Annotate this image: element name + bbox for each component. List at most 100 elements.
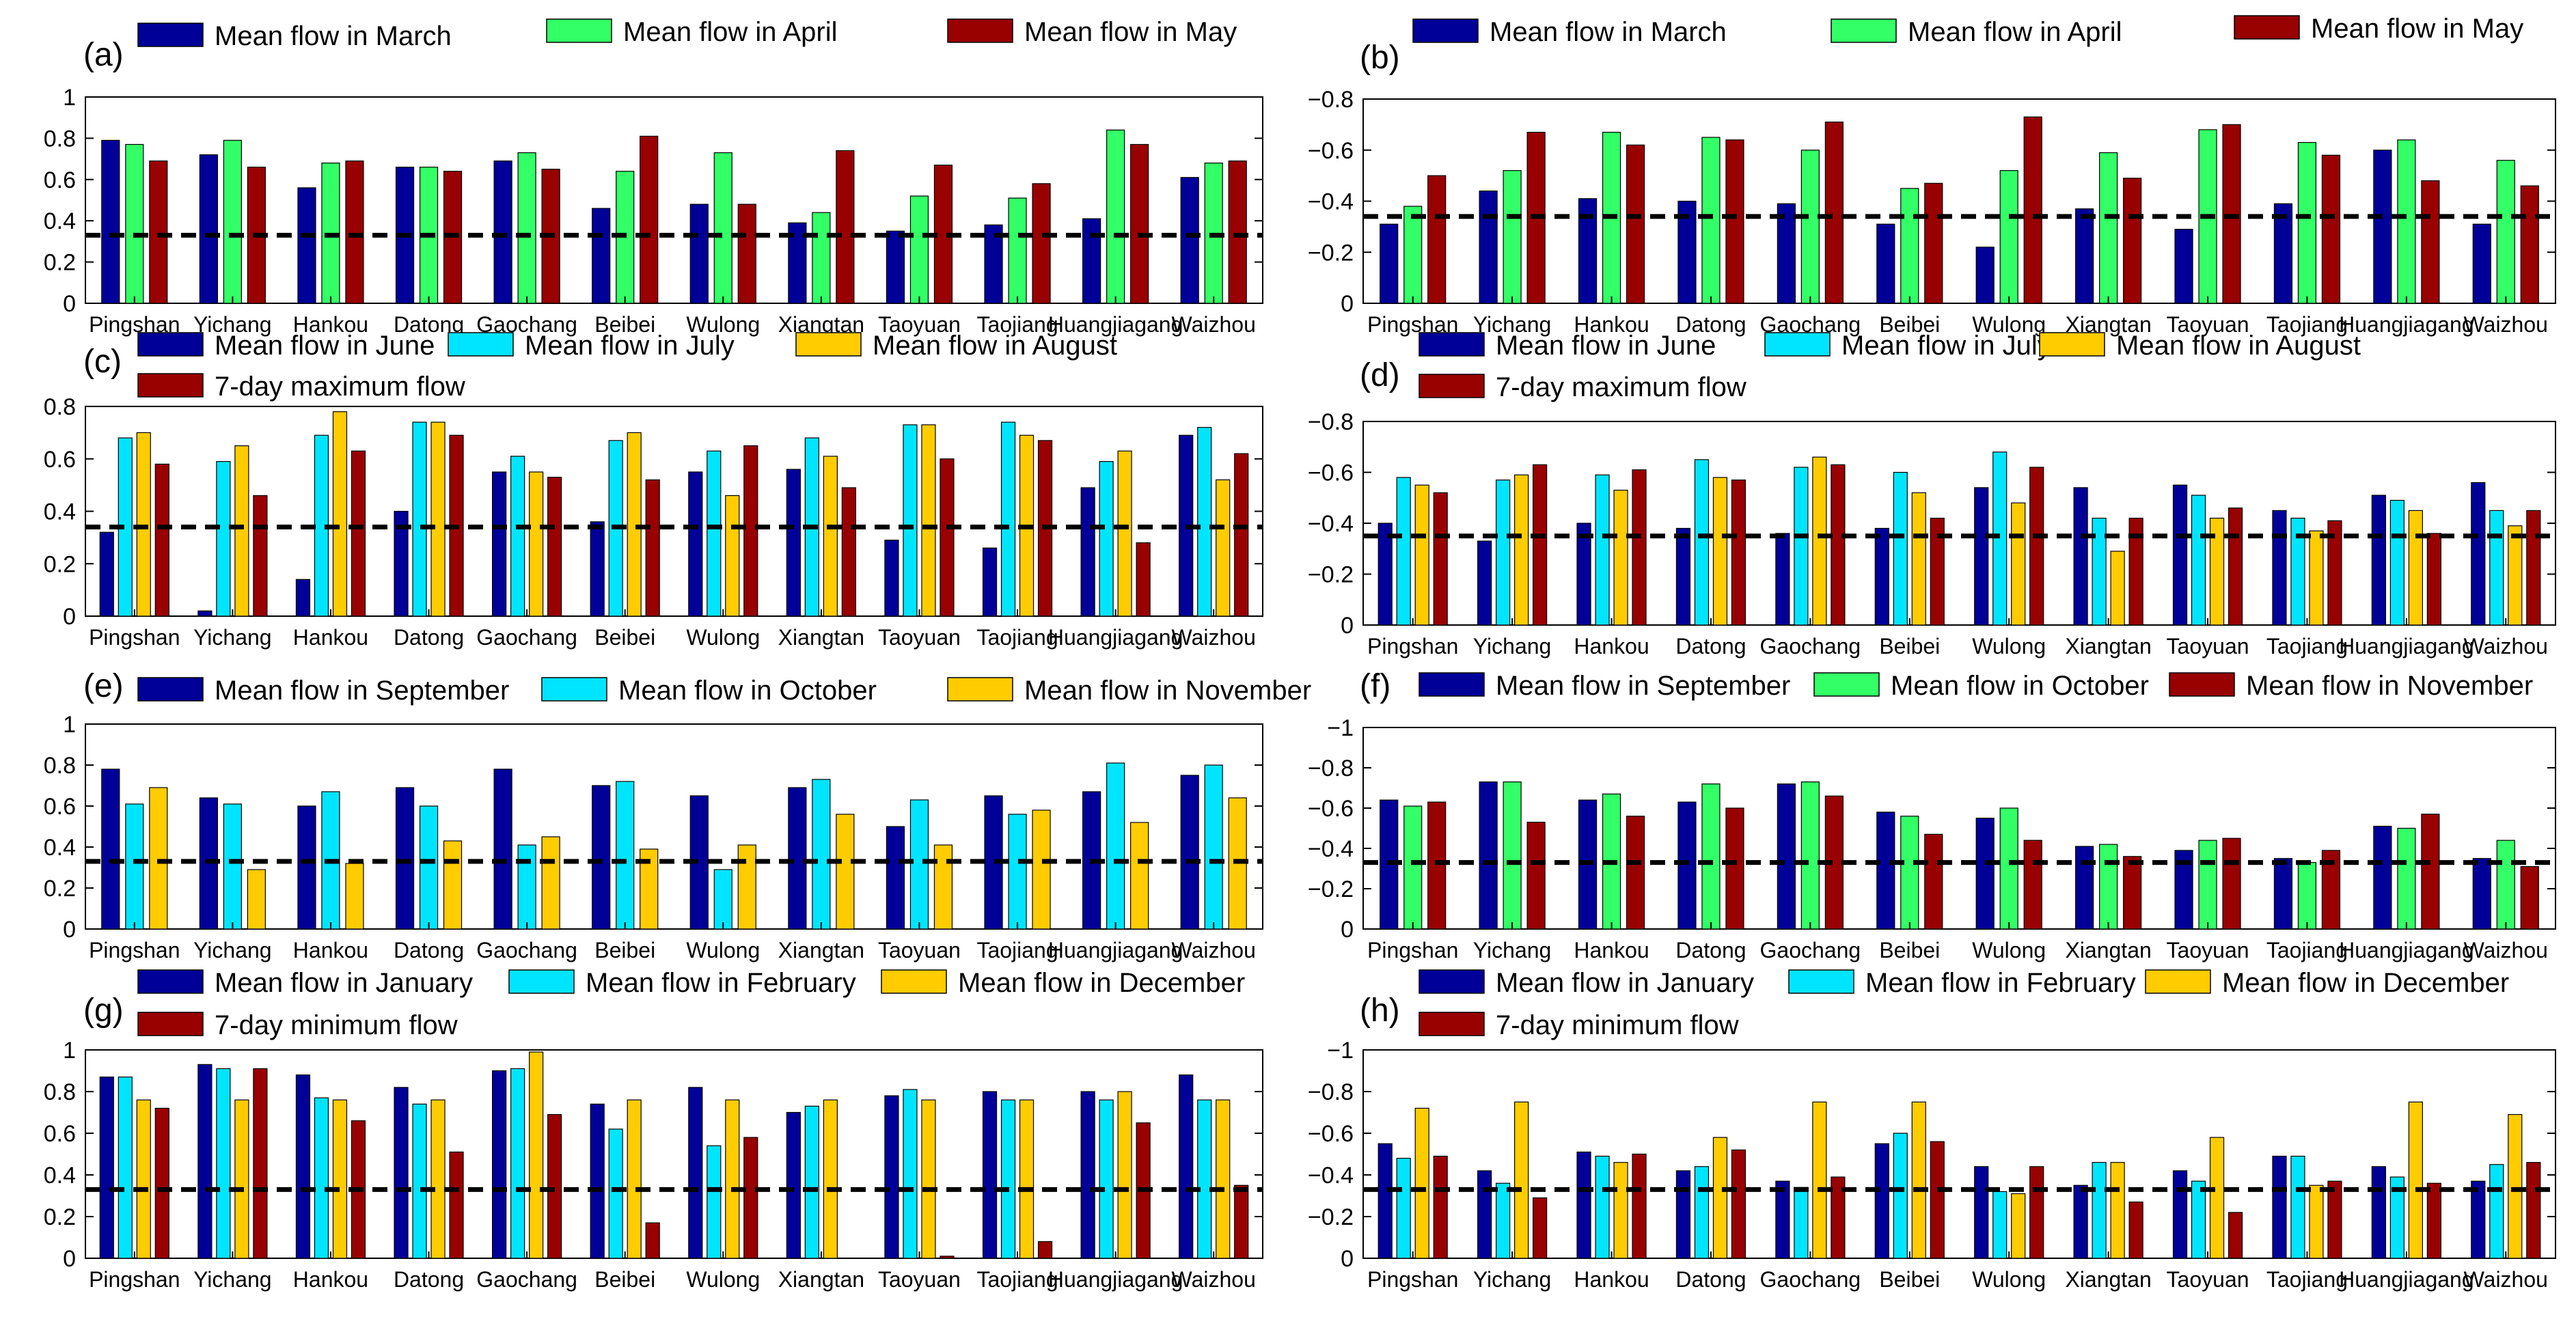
bar-7-day-maximum-flow-waizhou	[1234, 453, 1249, 617]
y-tick-label: 0	[63, 917, 76, 943]
legend-label-0: Mean flow in June	[215, 331, 435, 361]
bar-mean-flow-in-may-hankou	[345, 161, 364, 304]
bar-mean-flow-in-january-pingshan	[1378, 1143, 1393, 1259]
bar-7-day-maximum-flow-beibei	[645, 479, 660, 617]
y-tick-label: −1	[1327, 715, 1354, 741]
x-tick-label-pingshan: Pingshan	[1367, 938, 1458, 962]
bar-mean-flow-in-october-taoyuan	[2198, 840, 2217, 930]
bar-mean-flow-in-september-beibei	[1876, 812, 1895, 930]
legend-swatch-0	[137, 969, 204, 994]
bar-mean-flow-in-march-taojiang	[984, 224, 1003, 304]
x-tick-label-huangjiagang: Huangjiagang	[1048, 938, 1183, 962]
bar-mean-flow-in-march-gaochang	[1777, 203, 1796, 304]
bar-mean-flow-in-september-datong	[1677, 801, 1697, 930]
y-tick-label: 0.4	[44, 208, 76, 234]
x-tick-label-xiangtan: Xiangtan	[778, 625, 864, 650]
legend-swatch-3	[1419, 374, 1485, 398]
y-tick-label: 0.6	[44, 1121, 76, 1147]
bar-mean-flow-in-april-huangjiagang	[2397, 139, 2416, 304]
y-tick-label: 0.8	[44, 126, 76, 152]
x-tick-label-yichang: Yichang	[1473, 634, 1551, 658]
bar-mean-flow-in-may-taojiang	[1032, 183, 1051, 304]
panel-b: (b) Mean flow in March Mean flow in April M…	[1308, 14, 2556, 337]
bar-mean-flow-in-august-beibei	[1911, 492, 1926, 626]
y-tick-label: 0	[1341, 613, 1354, 639]
legend-swatch-0	[1419, 332, 1485, 357]
bar-7-day-maximum-flow-wulong	[2029, 467, 2044, 626]
bar-mean-flow-in-november-pingshan	[1427, 801, 1447, 930]
bar-mean-flow-in-september-datong	[395, 787, 415, 930]
bar-mean-flow-in-april-gaochang	[1800, 150, 1820, 304]
y-tick-label: 0.8	[44, 753, 76, 779]
x-tick-label-hankou: Hankou	[1574, 938, 1649, 962]
bar-mean-flow-in-july-xiangtan	[2092, 517, 2107, 626]
x-tick-label-taoyuan: Taoyuan	[2167, 312, 2249, 337]
x-tick-label-wulong: Wulong	[1972, 312, 2046, 337]
bar-mean-flow-in-march-yichang	[199, 154, 218, 304]
y-tick-label: 1	[63, 85, 76, 111]
legend-swatch-2	[947, 18, 1013, 43]
bar-mean-flow-in-january-xiangtan	[786, 1111, 801, 1259]
y-tick-label: 0.8	[44, 394, 76, 420]
y-tick-label: −0.4	[1308, 189, 1354, 215]
panel-label: (a)	[83, 37, 124, 73]
x-tick-label-xiangtan: Xiangtan	[2065, 634, 2151, 658]
x-tick-label-huangjiagang: Huangjiagang	[2339, 312, 2474, 337]
bar-mean-flow-in-february-waizhou	[1197, 1099, 1212, 1259]
y-tick-label: 0	[1341, 1246, 1354, 1272]
x-tick-label-yichang: Yichang	[1473, 1267, 1551, 1292]
bar-7-day-maximum-flow-wulong	[743, 445, 758, 617]
bar-mean-flow-in-april-yichang	[223, 139, 242, 304]
bar-mean-flow-in-september-beibei	[592, 785, 611, 930]
x-tick-label-gaochang: Gaochang	[1760, 1267, 1861, 1292]
bar-mean-flow-in-august-taojiang	[2309, 530, 2324, 626]
bar-mean-flow-in-may-beibei	[1924, 182, 1943, 304]
bar-mean-flow-in-december-beibei	[1911, 1101, 1926, 1259]
bar-mean-flow-in-january-gaochang	[1775, 1180, 1790, 1259]
bar-mean-flow-in-july-datong	[1694, 459, 1710, 626]
y-tick-label: −0.6	[1308, 1121, 1354, 1147]
bar-mean-flow-in-july-taojiang	[2290, 517, 2305, 626]
bar-mean-flow-in-june-waizhou	[2471, 482, 2486, 626]
bar-mean-flow-in-december-huangjiagang	[2408, 1101, 2423, 1259]
bar-mean-flow-in-june-beibei	[1874, 527, 1889, 626]
bar-7-day-maximum-flow-taoyuan	[2228, 508, 2243, 626]
bar-mean-flow-in-june-taojiang	[982, 547, 998, 617]
bar-7-day-maximum-flow-taojiang	[2327, 520, 2342, 626]
x-tick-label-huangjiagang: Huangjiagang	[1048, 625, 1183, 650]
x-tick-label-wulong: Wulong	[1972, 938, 2046, 962]
x-tick-label-xiangtan: Xiangtan	[2065, 938, 2151, 962]
bar-mean-flow-in-january-yichang	[197, 1064, 213, 1259]
bar-mean-flow-in-september-pingshan	[101, 768, 120, 930]
bar-mean-flow-in-january-pingshan	[99, 1077, 114, 1259]
bar-mean-flow-in-february-hankou	[314, 1097, 329, 1259]
bar-mean-flow-in-june-taoyuan	[884, 540, 899, 617]
bar-mean-flow-in-june-datong	[394, 510, 409, 617]
bar-mean-flow-in-october-beibei	[1900, 816, 1919, 930]
bar-mean-flow-in-december-pingshan	[1414, 1107, 1429, 1259]
bar-mean-flow-in-april-taoyuan	[909, 195, 929, 304]
bar-mean-flow-in-september-taojiang	[2273, 858, 2293, 930]
bar-7-day-maximum-flow-huangjiagang	[1136, 542, 1151, 617]
bar-mean-flow-in-december-yichang	[1514, 1101, 1529, 1259]
bar-mean-flow-in-may-huangjiagang	[2421, 180, 2440, 304]
x-tick-label-yichang: Yichang	[193, 625, 271, 650]
bar-mean-flow-in-july-gaochang	[510, 456, 525, 617]
bar-mean-flow-in-september-hankou	[297, 805, 316, 930]
x-tick-label-taoyuan: Taoyuan	[2167, 634, 2249, 658]
x-tick-label-beibei: Beibei	[1879, 938, 1940, 962]
bar-7-day-maximum-flow-yichang	[253, 495, 268, 617]
bar-mean-flow-in-june-yichang	[197, 610, 213, 617]
bar-mean-flow-in-november-wulong	[737, 844, 756, 930]
bar-mean-flow-in-april-pingshan	[1403, 206, 1423, 304]
x-tick-label-waizhou: Waizhou	[1172, 625, 1256, 650]
bar-mean-flow-in-october-yichang	[223, 803, 242, 930]
bar-mean-flow-in-february-beibei	[1893, 1133, 1908, 1259]
bar-mean-flow-in-september-gaochang	[1777, 783, 1796, 930]
bar-mean-flow-in-february-huangjiagang	[1099, 1099, 1114, 1259]
bar-7-day-minimum-flow-gaochang	[1831, 1176, 1846, 1259]
bar-mean-flow-in-june-pingshan	[1378, 523, 1393, 626]
bar-mean-flow-in-july-waizhou	[1197, 427, 1212, 617]
bar-mean-flow-in-august-yichang	[234, 445, 249, 617]
bar-mean-flow-in-july-huangjiagang	[1099, 460, 1114, 617]
